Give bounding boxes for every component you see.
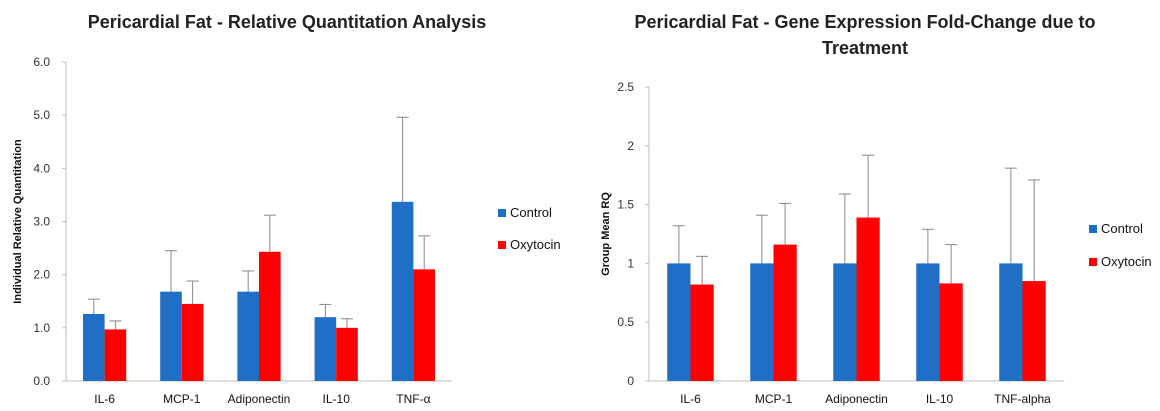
legend-label-control: Control <box>510 205 552 220</box>
legend-swatch-oxytocin <box>1089 258 1097 266</box>
bar-oxytocin-1 <box>773 244 797 381</box>
x-tick-label: MCP-1 <box>163 392 201 406</box>
y-tick-label: 4.0 <box>33 161 50 175</box>
x-tick-label: Adiponectin <box>228 392 291 406</box>
y-tick-label: 6.0 <box>33 55 50 69</box>
bar-oxytocin-4 <box>1022 281 1046 381</box>
bar-oxytocin-4 <box>413 269 436 381</box>
chart-title-line: Pericardial Fat - Gene Expression Fold-C… <box>634 12 1095 32</box>
x-tick-label: IL-10 <box>926 392 954 406</box>
x-tick-label: IL-6 <box>680 392 701 406</box>
x-tick-label: TNF-alpha <box>994 392 1051 406</box>
y-tick-label: 0 <box>627 374 634 388</box>
legend-swatch-control <box>1089 225 1097 233</box>
legend-label-control: Control <box>1101 221 1143 236</box>
chart-svg-left: Pericardial Fat - Relative Quantitation … <box>12 12 561 406</box>
y-tick-label: 2 <box>627 139 634 153</box>
bar-control-0 <box>82 314 105 381</box>
y-tick-label: 2.5 <box>617 80 634 94</box>
bar-oxytocin-0 <box>104 329 127 381</box>
bar-control-0 <box>667 263 691 381</box>
legend-label-oxytocin: Oxytocin <box>1101 254 1152 269</box>
x-tick-label: IL-6 <box>94 392 115 406</box>
x-tick-label: Adiponectin <box>825 392 888 406</box>
bar-control-2 <box>237 291 259 381</box>
bar-oxytocin-2 <box>856 217 880 381</box>
x-tick-label: MCP-1 <box>755 392 793 406</box>
bar-control-3 <box>916 263 940 381</box>
y-tick-label: 2.0 <box>33 268 50 282</box>
legend-swatch-control <box>498 209 506 217</box>
bar-control-1 <box>750 263 774 381</box>
bar-oxytocin-3 <box>336 327 358 381</box>
legend-swatch-oxytocin <box>498 241 506 249</box>
y-tick-label: 1.5 <box>617 198 634 212</box>
chart-title-line: Treatment <box>822 38 908 58</box>
chart-svg-right: Pericardial Fat - Gene Expression Fold-C… <box>600 12 1152 406</box>
chart-fold-change: Pericardial Fat - Gene Expression Fold-C… <box>580 0 1160 411</box>
bar-oxytocin-0 <box>690 284 714 381</box>
bar-oxytocin-3 <box>939 283 963 381</box>
bar-oxytocin-1 <box>181 303 204 381</box>
x-tick-label: TNF-α <box>396 392 430 406</box>
y-tick-label: 1 <box>627 256 634 270</box>
x-tick-label: IL-10 <box>323 392 351 406</box>
y-tick-label: 5.0 <box>33 108 50 122</box>
y-tick-label: 0.0 <box>33 374 50 388</box>
bar-control-4 <box>999 263 1023 381</box>
bar-oxytocin-2 <box>259 251 281 381</box>
y-axis-label: Group Mean RQ <box>600 192 612 276</box>
bar-control-2 <box>833 263 857 381</box>
bar-control-3 <box>314 317 337 381</box>
chart-title-line: Pericardial Fat - Relative Quantitation … <box>88 12 486 32</box>
y-tick-label: 3.0 <box>33 215 50 229</box>
bar-control-1 <box>160 291 182 381</box>
bar-control-4 <box>391 201 414 381</box>
legend-label-oxytocin: Oxytocin <box>510 237 561 252</box>
y-tick-label: 0.5 <box>617 315 634 329</box>
y-tick-label: 1.0 <box>33 321 50 335</box>
chart-relative-quantitation: Pericardial Fat - Relative Quantitation … <box>12 12 561 406</box>
y-axis-label: Individual Relative Quantitation <box>12 139 24 304</box>
